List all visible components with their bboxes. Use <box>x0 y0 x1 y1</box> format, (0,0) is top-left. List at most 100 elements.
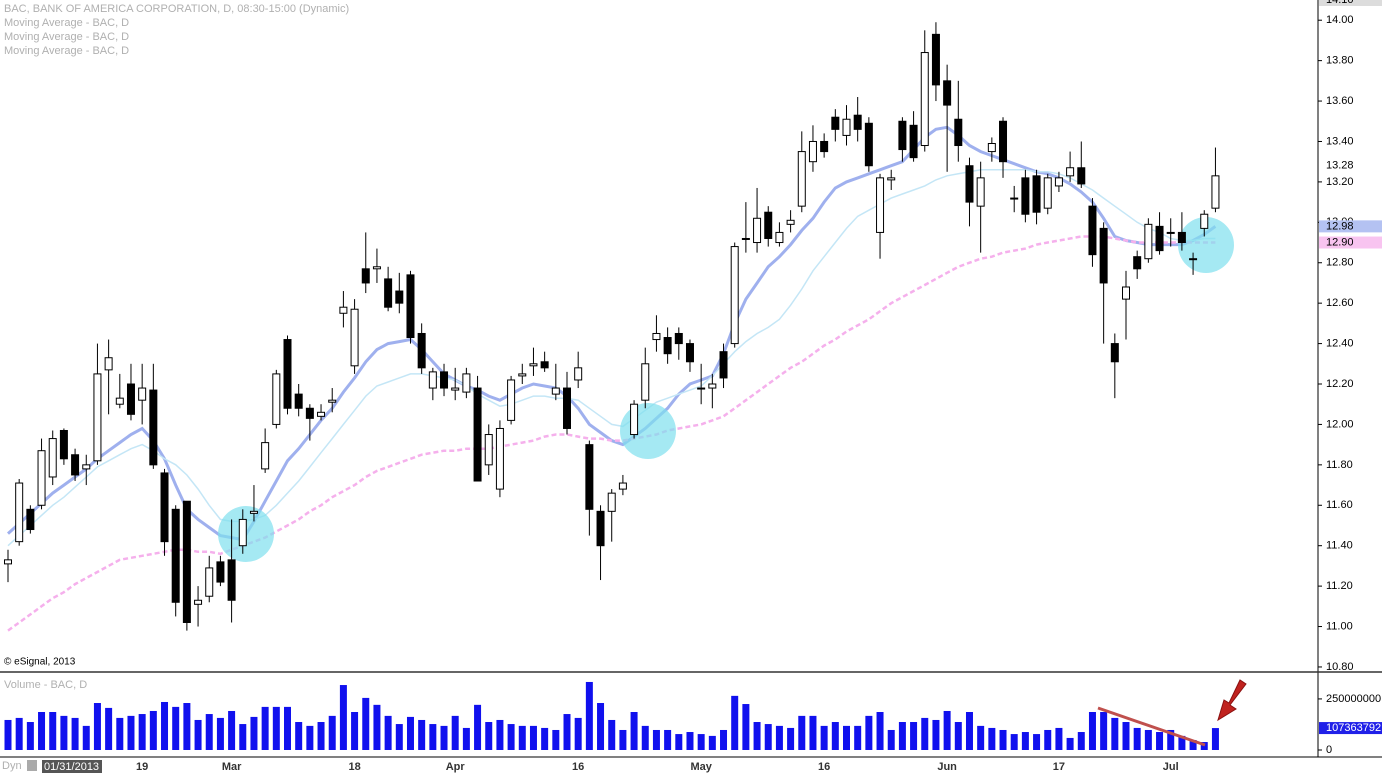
volume-bar <box>418 719 426 750</box>
candle-body <box>261 442 270 470</box>
candle-body <box>328 399 337 403</box>
volume-bar <box>261 706 269 750</box>
copyright: © eSignal, 2013 <box>4 657 76 668</box>
volume-bar <box>474 704 482 750</box>
volume-bar <box>429 724 437 750</box>
candle-body <box>775 231 784 244</box>
y-tick-label: 250000000 <box>1326 693 1381 705</box>
volume-bar <box>1133 727 1141 750</box>
candle-body <box>797 151 806 207</box>
y-tick-label: 12.00 <box>1326 418 1354 430</box>
volume-bar <box>764 724 772 750</box>
volume-bar <box>608 719 616 750</box>
candle-body <box>976 177 985 207</box>
candle-body <box>1189 258 1198 261</box>
candle-body <box>876 177 885 233</box>
candle-body <box>182 500 191 623</box>
candle-body <box>719 351 728 379</box>
candle-body <box>495 427 504 490</box>
candle-body <box>1099 227 1108 284</box>
candle-body <box>999 120 1008 163</box>
volume-bar <box>619 729 627 750</box>
candle-body <box>305 407 314 419</box>
candle-body <box>216 561 225 583</box>
volume-bar <box>529 725 537 750</box>
candle-body <box>887 177 896 181</box>
candle-body <box>652 332 661 341</box>
x-tick-label: 01/31/2013 <box>44 761 99 773</box>
candle-body <box>741 237 750 240</box>
candle-body <box>372 266 381 270</box>
candle-body <box>697 387 706 390</box>
volume-bar <box>183 703 191 750</box>
volume-bar <box>708 735 716 750</box>
volume-bar <box>116 717 124 750</box>
volume-bar <box>910 722 918 750</box>
date-box <box>42 760 102 773</box>
candle-body <box>563 387 571 429</box>
volume-bar <box>1156 732 1164 750</box>
candle-body <box>596 510 605 547</box>
legend-entry: Moving Average - BAC, D <box>4 45 129 57</box>
x-tick-label: 16 <box>572 761 584 773</box>
candle-body <box>48 438 57 478</box>
volume-bar <box>395 724 403 750</box>
candle-body <box>283 339 292 409</box>
candle-body <box>685 343 694 363</box>
volume-bar <box>127 715 135 750</box>
volume-bar <box>138 714 146 750</box>
candle-body <box>1054 177 1063 187</box>
candle-body <box>1211 175 1220 209</box>
candle-body <box>451 387 460 391</box>
dyn-label: Dyn <box>2 760 22 772</box>
candle-body <box>540 361 549 369</box>
volume-bar <box>295 722 303 750</box>
volume-bar <box>1100 712 1108 750</box>
legend-entry: Moving Average - BAC, D <box>4 31 129 43</box>
volume-bar <box>496 719 504 750</box>
volume-bar <box>1044 729 1052 750</box>
volume-bar <box>686 732 694 750</box>
volume-bar <box>630 712 638 750</box>
candle-body <box>1133 256 1142 270</box>
candle-body <box>417 332 426 369</box>
volume-bar <box>49 712 57 750</box>
volume-bar <box>306 725 314 750</box>
candle-body <box>1155 225 1164 252</box>
price-marker-label: 13.28 <box>1326 160 1354 172</box>
candle-body <box>1144 223 1153 260</box>
legend-entry: Moving Average - BAC, D <box>4 17 129 29</box>
volume-bar <box>161 701 169 750</box>
candle-body <box>853 114 862 130</box>
volume-bar <box>865 715 873 750</box>
volume-bar <box>216 717 224 750</box>
moving-average-line <box>7 169 1216 547</box>
volume-bar <box>775 725 783 750</box>
volume-bar <box>71 717 79 750</box>
x-tick-label: 16 <box>818 761 830 773</box>
volume-bar <box>809 715 817 750</box>
candle-body <box>115 397 124 405</box>
x-tick-label: Apr <box>446 761 466 773</box>
candle-body <box>808 140 817 163</box>
volume-bar <box>932 719 940 750</box>
candle-body <box>1166 231 1175 234</box>
volume-bar <box>518 725 526 750</box>
volume-title: Volume - BAC, D <box>4 679 87 691</box>
candle-body <box>898 120 907 151</box>
y-tick-label: 10.80 <box>1326 661 1354 673</box>
volume-bar <box>664 729 672 750</box>
volume-bar <box>105 707 113 750</box>
volume-bar <box>373 704 381 750</box>
volume-bar <box>541 727 549 750</box>
volume-bar <box>1033 734 1041 750</box>
candle-body <box>607 492 616 512</box>
candle-body <box>630 403 639 436</box>
candle-body <box>171 508 180 603</box>
candle-body <box>1200 213 1209 229</box>
candle-body <box>954 118 963 147</box>
y-tick-label: 12.20 <box>1326 378 1354 390</box>
x-tick-label: 19 <box>136 761 148 773</box>
volume-bar <box>921 717 929 750</box>
candle-body <box>71 454 80 476</box>
